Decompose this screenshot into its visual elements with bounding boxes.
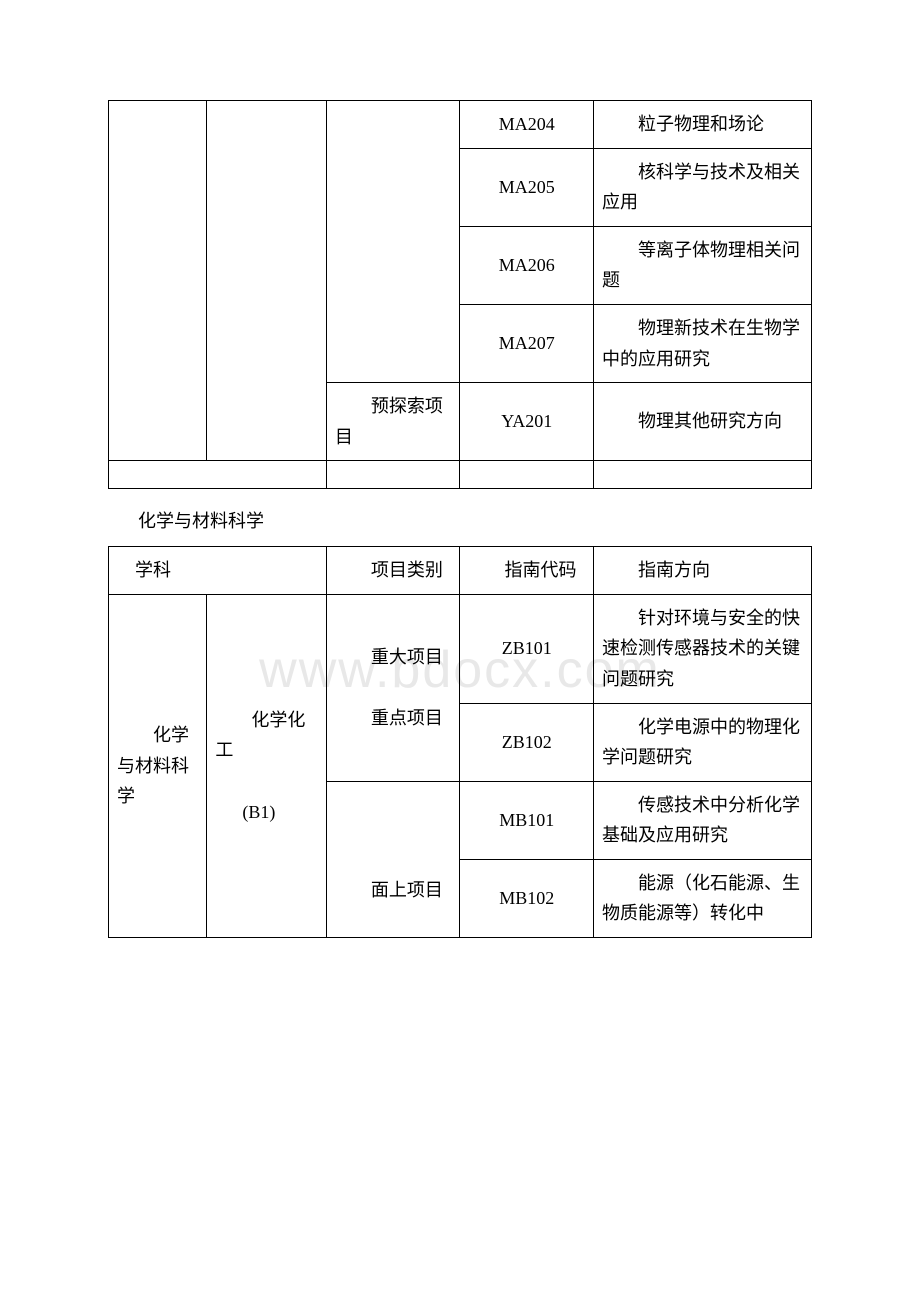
table-header-row: 学科 项目类别 指南代码 指南方向	[109, 547, 812, 595]
cell-direction: 物理新技术在生物学中的应用研究	[594, 304, 812, 382]
header-code: 指南代码	[460, 547, 594, 595]
type3-label: 面上项目	[335, 880, 443, 900]
cell-type: 预探索项目	[326, 383, 460, 461]
cell-direction: 针对环境与安全的快速检测传感器技术的关键问题研究	[594, 594, 812, 703]
type2-label: 重点项目	[335, 708, 443, 728]
cell-code: YA201	[460, 383, 594, 461]
header-type: 项目类别	[326, 547, 460, 595]
cell-direction: 物理其他研究方向	[594, 383, 812, 461]
cell-type3: 面上项目	[326, 781, 460, 937]
section-title: 化学与材料科学	[138, 507, 812, 536]
header-subject: 学科	[109, 547, 327, 595]
cell-subject-sub: 化学化工 (B1)	[207, 594, 327, 937]
cell-code: MA205	[460, 148, 594, 226]
cell-empty	[207, 101, 327, 461]
table-row: MA204 粒子物理和场论	[109, 101, 812, 149]
cell-code: MB101	[460, 781, 594, 859]
subject-sub-label: 化学化工	[215, 710, 305, 761]
table-row: 化学与材料科学 化学化工 (B1) 重大项目 重点项目 ZB101 针对环境与安…	[109, 594, 812, 703]
cell-type-major: 重大项目 重点项目	[326, 594, 460, 781]
cell-code: ZB101	[460, 594, 594, 703]
cell-code: MA206	[460, 226, 594, 304]
header-direction: 指南方向	[594, 547, 812, 595]
table-row-empty	[109, 461, 812, 489]
cell-code: MA204	[460, 101, 594, 149]
cell-code: ZB102	[460, 703, 594, 781]
subject-sub-code: (B1)	[215, 802, 275, 822]
cell-direction: 能源（化石能源、生物质能源等）转化中	[594, 859, 812, 937]
table-2: 学科 项目类别 指南代码 指南方向 化学与材料科学 化学化工 (B1) 重大项目…	[108, 546, 812, 938]
cell-direction: 化学电源中的物理化学问题研究	[594, 703, 812, 781]
cell-direction: 核科学与技术及相关应用	[594, 148, 812, 226]
cell-direction: 等离子体物理相关问题	[594, 226, 812, 304]
cell-empty	[594, 461, 812, 489]
cell-empty	[326, 101, 460, 383]
cell-empty	[109, 101, 207, 461]
cell-empty	[326, 461, 460, 489]
cell-subject-main: 化学与材料科学	[109, 594, 207, 937]
cell-code: MA207	[460, 304, 594, 382]
cell-empty	[460, 461, 594, 489]
cell-code: MB102	[460, 859, 594, 937]
type1-label: 重大项目	[335, 647, 443, 667]
cell-direction: 粒子物理和场论	[594, 101, 812, 149]
cell-direction: 传感技术中分析化学基础及应用研究	[594, 781, 812, 859]
cell-empty	[109, 461, 327, 489]
table-1: MA204 粒子物理和场论 MA205 核科学与技术及相关应用 MA206 等离…	[108, 100, 812, 489]
